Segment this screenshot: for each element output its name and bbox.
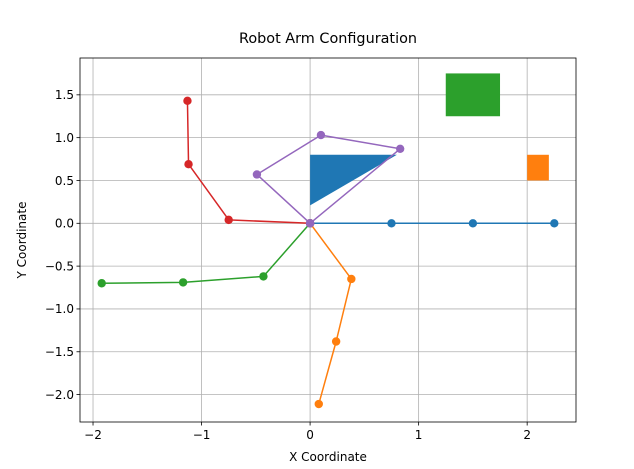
y-tick-label: 0.5 — [55, 174, 74, 188]
y-tick-label: −0.5 — [45, 259, 74, 273]
joint-point — [305, 219, 315, 228]
series — [97, 96, 559, 409]
arm-line — [186, 100, 311, 225]
joint-point — [183, 96, 192, 106]
joint-point — [224, 215, 233, 225]
ticks: −2 −1 0 1 2 −2.0 −1.5 −1.0 −0.5 0.0 0.5 1.0 1.5 — [45, 88, 531, 442]
joint-point — [347, 274, 356, 284]
y-axis-label: Y Coordinate — [15, 202, 29, 280]
x-tick-label: −2 — [84, 428, 102, 442]
y-tick-label: 1.0 — [55, 131, 74, 145]
y-tick-label: 1.5 — [55, 88, 74, 102]
joint-point — [184, 160, 193, 169]
arm-series — [252, 130, 405, 228]
x-tick-label: 1 — [415, 428, 423, 442]
joint-point — [97, 279, 106, 288]
x-axis-label: X Coordinate — [289, 450, 367, 464]
arm-series — [183, 96, 315, 228]
obstacle-rect — [445, 73, 501, 117]
y-tick-label: −1.0 — [45, 302, 74, 316]
arm-line — [309, 222, 353, 405]
joint-point — [259, 272, 268, 281]
joint-point — [395, 144, 405, 153]
joint-point — [314, 399, 323, 409]
joint-point — [387, 219, 396, 228]
x-tick-label: −1 — [193, 428, 211, 442]
y-tick-label: −1.5 — [45, 345, 74, 359]
obstacle-rect — [527, 154, 549, 181]
chart-title: Robot Arm Configuration — [239, 31, 417, 47]
arm-line — [101, 222, 311, 285]
joint-point — [252, 170, 262, 179]
joint-point — [178, 278, 188, 287]
y-tick-label: −2.0 — [45, 388, 74, 402]
joint-point — [316, 130, 326, 140]
joint-point — [331, 337, 341, 346]
joint-point — [550, 219, 559, 228]
obstacles — [310, 73, 549, 206]
obstacle-triangle — [310, 154, 397, 206]
y-tick-label: 0.0 — [55, 217, 74, 231]
plot-frame — [79, 57, 577, 423]
x-tick-label: 0 — [306, 428, 314, 442]
arm-series — [305, 219, 356, 409]
x-tick-label: 2 — [523, 428, 531, 442]
joint-point — [468, 219, 478, 228]
